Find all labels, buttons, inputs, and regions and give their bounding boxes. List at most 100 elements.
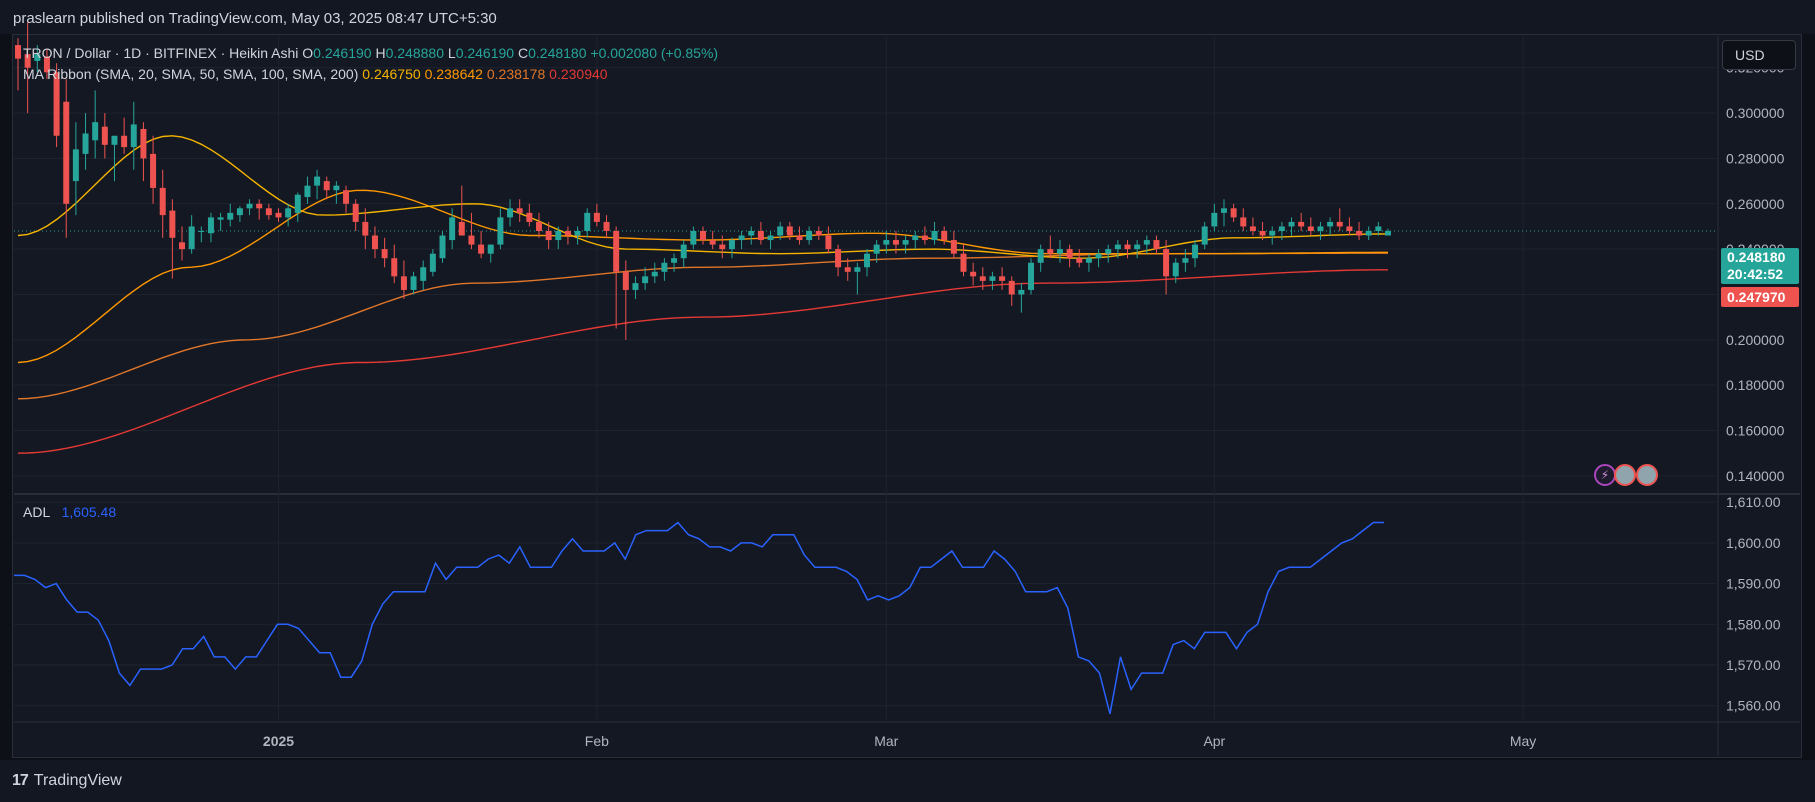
candle-body — [207, 217, 214, 234]
candle-body — [1375, 226, 1382, 231]
adl-tick-label: 1,610.00 — [1726, 494, 1781, 510]
candle-body — [1018, 289, 1025, 295]
candle-body — [323, 181, 330, 191]
grid-layer — [14, 36, 1800, 756]
ma-line-sma-50 — [17, 189, 1388, 364]
candle-body — [613, 230, 620, 272]
candle-body — [1298, 221, 1305, 227]
symbol-title: TRON / Dollar · 1D · BITFINEX · Heikin A… — [23, 45, 299, 61]
candle-body — [1269, 230, 1276, 236]
candle-body — [1327, 221, 1334, 227]
chart-frame[interactable] — [12, 34, 1802, 758]
candle-body — [439, 235, 446, 259]
adl-line — [14, 521, 1384, 715]
candle-body — [690, 230, 697, 245]
candle-body — [1192, 244, 1199, 259]
candle-body — [1172, 262, 1179, 277]
candle-body — [1163, 249, 1170, 277]
candle-body — [410, 276, 417, 290]
ma-line-sma-200 — [17, 269, 1388, 454]
candle-body — [429, 253, 436, 272]
us-flag-icon[interactable] — [1636, 464, 1658, 486]
price-pane — [15, 22, 1391, 454]
candle-body — [217, 217, 224, 220]
candle-body — [304, 185, 311, 197]
us-flag-icon[interactable] — [1614, 464, 1636, 486]
candle-body — [1365, 230, 1372, 236]
open-label: O — [302, 45, 314, 61]
candle-body — [1153, 240, 1160, 250]
candle-body — [661, 262, 668, 272]
time-tick-label: May — [1510, 733, 1536, 749]
candle-body — [622, 271, 629, 290]
candle-body — [950, 240, 957, 254]
adl-value: 1,605.48 — [61, 504, 117, 520]
candle-body — [449, 217, 456, 241]
candle-body — [468, 235, 475, 245]
time-tick-label: Apr — [1203, 733, 1225, 749]
candle-body — [159, 187, 166, 216]
last-price: 0.248180 — [1727, 249, 1786, 265]
price-tick-label: 0.260000 — [1726, 196, 1785, 212]
candle-body — [1385, 230, 1391, 236]
candle-body — [535, 221, 542, 231]
candle-body — [507, 208, 514, 218]
published-text: praslearn published on TradingView.com, … — [13, 10, 497, 27]
candle-body — [892, 240, 899, 245]
tradingview-logo[interactable]: 17 TradingView — [12, 772, 122, 790]
candle-body — [709, 240, 716, 245]
candle-body — [236, 208, 243, 216]
adl-legend[interactable]: ADL 1,605.48 — [23, 504, 116, 520]
candle-body — [1114, 244, 1121, 250]
candle-body — [1076, 258, 1083, 263]
candle-body — [864, 253, 871, 268]
candle-body — [1105, 249, 1112, 254]
candle-body — [960, 253, 967, 272]
change-value: +0.002080 (+0.85%) — [590, 45, 719, 61]
low-value: 0.246190 — [455, 45, 515, 61]
candle-body — [169, 210, 176, 238]
candle-body — [1182, 258, 1189, 263]
candle-body — [912, 235, 919, 241]
candle-body — [1288, 221, 1295, 227]
candle-body — [883, 240, 890, 245]
candle-body — [1095, 253, 1102, 259]
candle-body — [121, 135, 128, 148]
sma200-value: 0.230940 — [549, 66, 608, 82]
candle-body — [680, 244, 687, 259]
adl-tick-label: 1,600.00 — [1726, 535, 1781, 551]
candle-body — [738, 235, 745, 241]
time-tick-label: Feb — [585, 733, 609, 749]
ma-ribbon-legend[interactable]: MA Ribbon (SMA, 20, SMA, 50, SMA, 100, S… — [23, 66, 608, 82]
candle-body — [777, 226, 784, 236]
candle-body — [931, 230, 938, 241]
candle-body — [371, 235, 378, 250]
candle-body — [34, 54, 41, 61]
candle-body — [796, 235, 803, 241]
price-tick-label: 0.300000 — [1726, 105, 1785, 121]
price-tick-label: 0.140000 — [1726, 468, 1785, 484]
open-value: 0.246190 — [313, 45, 372, 61]
candle-body — [651, 271, 658, 277]
lightning-icon[interactable]: ⚡ — [1594, 464, 1616, 486]
candle-body — [150, 153, 157, 188]
candle-body — [1124, 244, 1131, 250]
ma-line-sma-20 — [17, 135, 1389, 259]
candle-body — [285, 208, 292, 218]
candle-body — [275, 212, 282, 218]
currency-button[interactable]: USD — [1722, 40, 1796, 70]
candle-body — [420, 267, 427, 281]
high-label: H — [375, 45, 386, 61]
candle-body — [825, 235, 832, 250]
candle-body — [1307, 226, 1314, 231]
candle-body — [1346, 226, 1353, 231]
candle-body — [43, 56, 50, 73]
low-label: L — [447, 45, 456, 61]
adl-title: ADL — [23, 504, 50, 520]
candle-body — [130, 124, 137, 148]
price-tick-label: 0.280000 — [1726, 150, 1785, 166]
candle-body — [516, 208, 523, 213]
candle-body — [497, 217, 504, 245]
candle-body — [343, 190, 350, 204]
